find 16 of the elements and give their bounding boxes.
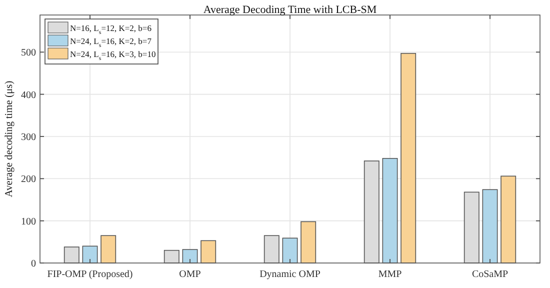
legend-label: N=24, L$_{s}$=16, K=2, b=7 xyxy=(70,36,152,49)
y-axis-title: Average decoding time (μs) xyxy=(4,80,15,198)
x-tick-label: Dynamic OMP xyxy=(260,269,321,280)
x-tick-label: FIP-OMP (Proposed) xyxy=(47,269,133,280)
y-tick-label: 200 xyxy=(21,174,36,186)
legend-label: N=16, L$_{s}$=12, K=2, b=6 xyxy=(70,23,152,36)
y-tick-label: 400 xyxy=(21,90,36,101)
y-tick-label: 300 xyxy=(21,132,36,143)
y-tick-label: 0 xyxy=(31,258,36,270)
y-tick-label: 100 xyxy=(21,216,36,228)
legend-label: N=24, L$_{s}$=16, K=3, b=10 xyxy=(70,49,156,62)
x-tick-label: MMP xyxy=(378,269,402,280)
y-tick-label: 500 xyxy=(21,48,36,59)
x-tick-label: OMP xyxy=(179,269,202,280)
chart-title: Average Decoding Time with LCB-SM xyxy=(203,4,377,16)
x-tick-label: CoSaMP xyxy=(472,269,508,280)
